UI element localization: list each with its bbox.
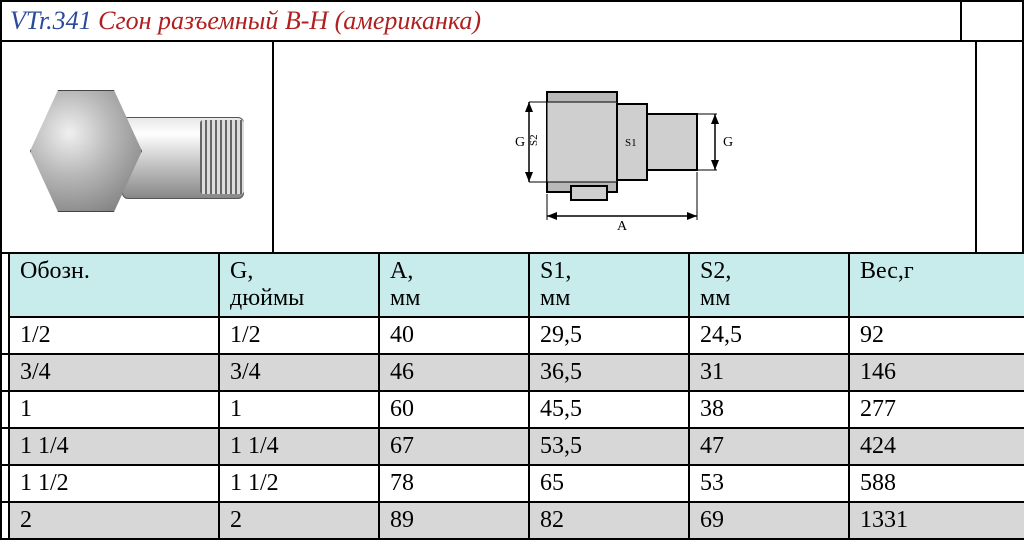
table-cell: 78 (379, 465, 529, 502)
table-cell: 36,5 (529, 354, 689, 391)
table-cell: 1/2 (219, 317, 379, 354)
table-cell: 424 (849, 428, 1024, 465)
schematic-label-G-left: G (515, 135, 525, 150)
schematic-label-A: A (617, 219, 628, 232)
table-cell: 38 (689, 391, 849, 428)
product-photo-cell (2, 42, 274, 252)
col-header-obozn: Обозн. (9, 253, 219, 317)
table-row: 1 1/41 1/46753,547424 (1, 428, 1024, 465)
spec-table-body: 1/21/24029,524,5923/43/44636,53114611604… (1, 317, 1024, 539)
table-row: 1 1/21 1/2786553588 (1, 465, 1024, 502)
table-cell: 67 (379, 428, 529, 465)
schematic-label-S2: S2 (528, 134, 540, 146)
table-cell: 65 (529, 465, 689, 502)
table-cell: 60 (379, 391, 529, 428)
table-cell: 1 (9, 391, 219, 428)
col-header-G: G, дюймы (219, 253, 379, 317)
product-photo (22, 62, 252, 232)
table-cell: 1 1/4 (9, 428, 219, 465)
table-cell: 92 (849, 317, 1024, 354)
col-header-S2: S2, мм (689, 253, 849, 317)
table-cell: 277 (849, 391, 1024, 428)
table-cell: 47 (689, 428, 849, 465)
table-cell: 1 1/2 (219, 465, 379, 502)
title-row: VTr.341 Сгон разъемный В-Н (американка) (0, 0, 1024, 40)
table-cell: 46 (379, 354, 529, 391)
table-cell: 24,5 (689, 317, 849, 354)
product-code: VTr.341 (10, 6, 92, 35)
table-cell: 69 (689, 502, 849, 539)
gutter-cell (1, 428, 9, 465)
gutter-cell (1, 354, 9, 391)
table-cell: 3/4 (9, 354, 219, 391)
table-row: 116045,538277 (1, 391, 1024, 428)
schematic-label-S1: S1 (625, 137, 637, 149)
table-cell: 53 (689, 465, 849, 502)
spec-table-head: Обозн. G, дюймы A, мм S1, мм S2, мм (1, 253, 1024, 317)
table-cell: 146 (849, 354, 1024, 391)
table-cell: 1/2 (9, 317, 219, 354)
col-header-S1: S1, мм (529, 253, 689, 317)
table-cell: 3/4 (219, 354, 379, 391)
title-empty-cell (962, 2, 1022, 40)
gutter-cell (1, 465, 9, 502)
spec-table: Обозн. G, дюймы A, мм S1, мм S2, мм (0, 252, 1024, 540)
table-cell: 53,5 (529, 428, 689, 465)
table-cell: 82 (529, 502, 689, 539)
table-row: 3/43/44636,531146 (1, 354, 1024, 391)
table-cell: 31 (689, 354, 849, 391)
table-cell: 1 1/2 (9, 465, 219, 502)
table-row: 1/21/24029,524,592 (1, 317, 1024, 354)
gutter-cell (1, 317, 9, 354)
table-cell: 89 (379, 502, 529, 539)
table-cell: 1 1/4 (219, 428, 379, 465)
product-spec-page: VTr.341 Сгон разъемный В-Н (американка) (0, 0, 1024, 540)
table-row: 228982691331 (1, 502, 1024, 539)
table-cell: 588 (849, 465, 1024, 502)
product-description: Сгон разъемный В-Н (американка) (98, 6, 481, 35)
image-row-empty-cell (977, 42, 1022, 252)
table-cell: 40 (379, 317, 529, 354)
table-cell: 1331 (849, 502, 1024, 539)
table-cell: 45,5 (529, 391, 689, 428)
col-header-A: A, мм (379, 253, 529, 317)
schematic-label-G-right: G (723, 135, 733, 150)
col-header-weight: Вес,г (849, 253, 1024, 317)
schematic-drawing: G G S1 S2 A (485, 62, 765, 232)
table-cell: 1 (219, 391, 379, 428)
table-cell: 29,5 (529, 317, 689, 354)
table-cell: 2 (9, 502, 219, 539)
gutter-cell (1, 391, 9, 428)
gutter-cell (1, 502, 9, 539)
schematic-cell: G G S1 S2 A (274, 42, 977, 252)
image-row: G G S1 S2 A (0, 40, 1024, 252)
table-cell: 2 (219, 502, 379, 539)
